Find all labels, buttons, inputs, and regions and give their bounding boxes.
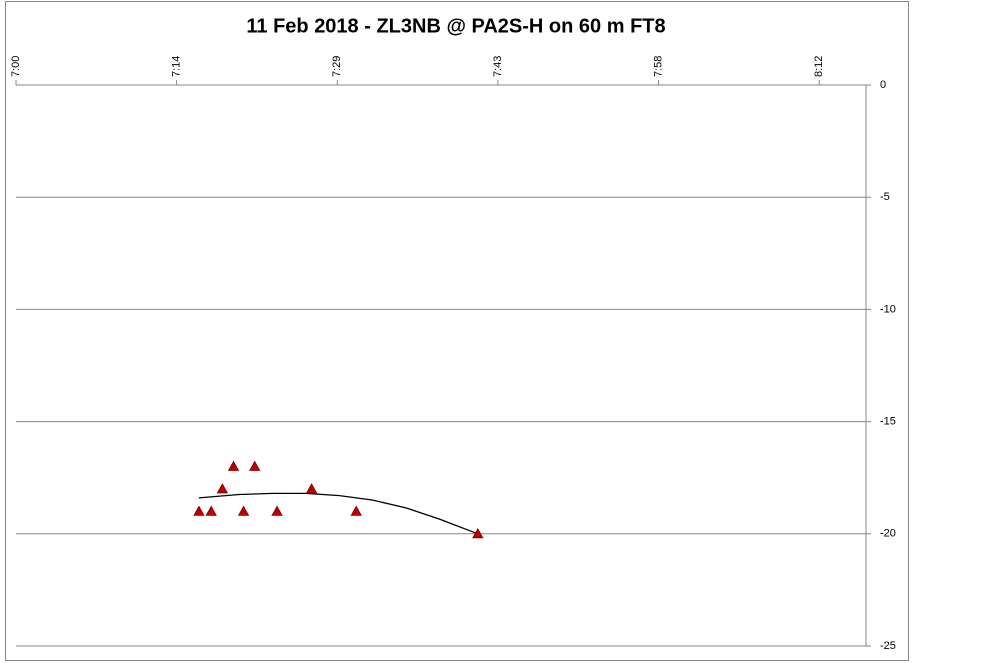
chart-frame — [5, 1, 909, 661]
marker — [227, 460, 240, 471]
y-tick-label: -5 — [880, 191, 890, 203]
marker — [205, 505, 217, 516]
x-tick-label: 7:00 — [10, 56, 22, 77]
y-tick-label: -15 — [880, 416, 896, 428]
marker — [216, 483, 229, 494]
x-tick-label: 7:29 — [331, 56, 343, 77]
chart-title: 11 Feb 2018 - ZL3NB @ PA2S-H on 60 m FT8 — [246, 15, 665, 37]
y-tick-label: -10 — [880, 303, 896, 315]
marker — [271, 505, 283, 516]
x-tick-label: 7:58 — [652, 56, 664, 77]
marker — [193, 505, 205, 516]
marker — [249, 460, 261, 471]
marker — [472, 527, 484, 539]
marker — [305, 483, 318, 494]
y-tick-label: 0 — [880, 79, 886, 91]
trendline — [198, 492, 479, 535]
y-tick-label: -25 — [880, 640, 896, 652]
x-tick-label: 7:43 — [492, 56, 504, 77]
marker — [350, 505, 362, 516]
x-tick-label: 7:14 — [171, 56, 183, 77]
y-tick-label: -20 — [880, 528, 896, 540]
marker — [237, 505, 250, 516]
x-tick-label: 8:12 — [813, 56, 825, 77]
